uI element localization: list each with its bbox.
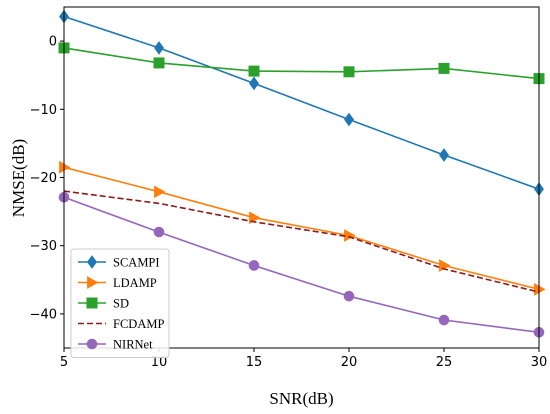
data-point-ldamp	[154, 185, 166, 199]
series-layer	[58, 9, 546, 338]
series-line-fcdamp	[63, 190, 540, 293]
data-point-sd	[153, 57, 165, 69]
legend-entry-scampi: SCAMPI	[78, 255, 160, 270]
legend: SCAMPI LDAMP SD FCDAMP NIRNet	[70, 248, 170, 358]
data-point-scampi	[154, 41, 164, 55]
x-tick-label: 30	[531, 355, 548, 370]
y-tick-label: −30	[30, 239, 57, 254]
x-tick-label: 5	[60, 355, 68, 370]
legend-entry-nirnet: NIRNet	[78, 338, 153, 352]
legend-label-ldamp: LDAMP	[113, 276, 157, 290]
legend-label-nirnet: NIRNet	[113, 338, 153, 352]
y-tick-label: −20	[30, 171, 57, 186]
data-point-sd	[343, 66, 355, 78]
data-point-nirnet	[248, 260, 260, 271]
data-point-nirnet	[343, 290, 355, 302]
data-point-scampi	[439, 148, 449, 162]
data-point-ldamp	[59, 160, 71, 174]
data-point-sd	[248, 65, 260, 77]
legend-marker-scampi	[87, 255, 97, 269]
data-point-ldamp	[534, 282, 546, 296]
series-line-nirnet	[63, 196, 540, 334]
legend-marker-nirnet	[86, 338, 98, 350]
series-fcdamp	[63, 190, 540, 293]
series-scampi	[59, 9, 544, 196]
legend-box	[70, 248, 170, 358]
data-point-nirnet	[438, 314, 450, 326]
data-point-sd	[438, 62, 450, 74]
y-tick-label: −10	[30, 103, 57, 118]
y-axis-label: NMSE(dB)	[9, 139, 28, 217]
data-point-scampi	[344, 112, 354, 127]
x-tick-label: 20	[341, 355, 358, 370]
legend-entry-fcdamp: FCDAMP	[78, 317, 164, 331]
legend-label-scampi: SCAMPI	[113, 256, 160, 270]
x-tick-label: 25	[436, 355, 453, 370]
y-tick-label: −40	[30, 307, 57, 322]
legend-marker-sd	[86, 297, 98, 309]
legend-entry-ldamp: LDAMP	[78, 276, 157, 290]
y-axis: 0 −10 −20 −30 −40	[30, 35, 64, 322]
data-point-nirnet	[153, 226, 165, 238]
x-axis-label: SNR(dB)	[269, 389, 333, 408]
legend-label-sd: SD	[113, 297, 129, 311]
x-tick-label: 15	[246, 355, 263, 370]
y-tick-label: 0	[49, 35, 57, 50]
series-line-ldamp	[63, 166, 540, 291]
data-point-scampi	[249, 76, 259, 91]
legend-label-fcdamp: FCDAMP	[113, 317, 164, 331]
series-line-sd	[63, 47, 540, 80]
x-axis: 5 10 15 20 25 30	[60, 348, 547, 370]
legend-entry-sd: SD	[78, 297, 129, 311]
series-line-scampi	[63, 15, 540, 190]
legend-marker-ldamp	[87, 276, 99, 289]
data-point-ldamp	[249, 211, 261, 225]
x-tick-label: 10	[151, 355, 168, 370]
series-nirnet	[58, 191, 545, 338]
